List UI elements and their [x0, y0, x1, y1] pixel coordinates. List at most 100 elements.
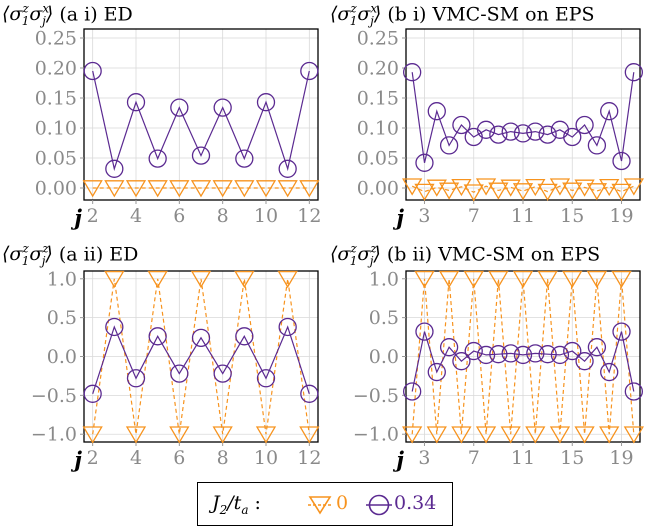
- x-tick-label: 3: [418, 205, 430, 227]
- data-point-triangle: [299, 426, 320, 444]
- x-axis-label: j: [70, 205, 82, 230]
- data-point-circle: [612, 322, 631, 341]
- data-point-triangle: [426, 426, 447, 444]
- data-point-triangle: [512, 183, 534, 201]
- data-point-triangle: [125, 180, 147, 198]
- data-point-triangle: [463, 184, 484, 202]
- x-axis-label: j: [392, 205, 404, 230]
- x-tick-label: 19: [609, 205, 633, 227]
- y-tick-label: 0.20: [357, 58, 399, 80]
- data-point-triangle: [190, 180, 212, 198]
- data-point-circle: [83, 61, 102, 81]
- data-point-triangle: [299, 180, 320, 198]
- panel-label-a-ii: (a ii) ED: [58, 243, 139, 266]
- data-point-circle: [587, 136, 607, 155]
- series-line-1: [411, 331, 635, 392]
- legend-box: J2/ta : 0 0.34: [197, 482, 453, 526]
- data-point-triangle: [277, 180, 298, 198]
- y-tick-label: −1.0: [31, 424, 77, 446]
- series-line-1: [92, 70, 310, 172]
- data-point-circle: [126, 93, 146, 112]
- y-tick-label: 0.00: [35, 178, 77, 200]
- data-point-triangle: [104, 270, 125, 289]
- data-point-circle: [278, 317, 297, 337]
- data-point-circle: [256, 93, 276, 112]
- x-tick-label: 12: [297, 447, 321, 469]
- data-point-circle: [501, 344, 520, 363]
- panel-0: 0.00 0.05 0.10 0.15 0.20 0.25 2 4 6 8 10 12 j: [35, 28, 322, 231]
- triangle-down-icon: [308, 496, 332, 515]
- data-point-circle: [452, 115, 471, 135]
- panel-label-b-ii: (b ii) VMC-SM on EPS: [386, 243, 601, 266]
- data-point-circle: [427, 102, 446, 121]
- data-point-triangle: [475, 178, 497, 196]
- y-tick-label: 0.10: [357, 118, 399, 140]
- y-tick-label: 0.20: [35, 58, 77, 80]
- y-tick-label: −1.0: [353, 424, 399, 446]
- x-tick-label: 12: [297, 205, 321, 227]
- data-point-circle: [489, 125, 508, 144]
- observable-label-xx: ⟨σz1σxj⟩: [330, 2, 382, 29]
- data-point-triangle: [512, 270, 534, 289]
- y-tick-label: 0.0: [369, 346, 399, 368]
- observable-label-zz: ⟨σz1σzj⟩: [330, 242, 381, 269]
- data-point-circle: [575, 352, 594, 371]
- x-tick-label: 19: [609, 447, 633, 469]
- x-tick-label: 2: [87, 205, 99, 227]
- x-tick-label: 7: [468, 447, 480, 469]
- data-point-triangle: [147, 270, 168, 289]
- x-axis-label: j: [392, 447, 404, 472]
- x-tick-label: 4: [130, 447, 142, 469]
- y-tick-label: 0.5: [47, 307, 77, 329]
- data-point-circle: [300, 61, 319, 81]
- data-point-triangle: [623, 178, 644, 196]
- panel-2: −1.0 −0.5 0.0 0.5 1.0 2 4 6 8 10 12 j: [31, 268, 322, 472]
- y-tick-label: −0.5: [353, 385, 399, 407]
- data-point-circle: [538, 125, 557, 144]
- data-point-circle: [415, 153, 434, 172]
- y-tick-label: 0.15: [357, 88, 399, 110]
- x-tick-label: 15: [560, 205, 584, 227]
- data-point-triangle: [525, 426, 546, 444]
- panel-title-b-i: ⟨σz1σxj⟩ (b i) VMC-SM on EPS: [330, 2, 595, 28]
- data-point-circle: [126, 369, 146, 388]
- data-point-triangle: [562, 270, 583, 289]
- data-point-triangle: [537, 183, 558, 201]
- x-axis-label: j: [70, 447, 82, 472]
- data-point-triangle: [104, 180, 125, 198]
- data-point-circle: [439, 136, 459, 155]
- panel-3: −1.0 −0.5 0.0 0.5 1.0 3 7 11 15 19 j: [353, 268, 644, 472]
- data-point-circle: [213, 364, 232, 383]
- y-tick-label: 1.0: [47, 268, 77, 290]
- data-point-circle: [513, 345, 533, 365]
- data-point-triangle: [169, 426, 190, 444]
- data-point-triangle: [234, 270, 255, 289]
- data-point-triangle: [82, 426, 103, 444]
- data-point-circle: [513, 124, 533, 143]
- panel-label-b-i: (b i) VMC-SM on EPS: [387, 3, 595, 26]
- data-point-triangle: [475, 426, 497, 444]
- data-point-triangle: [488, 182, 509, 200]
- data-point-triangle: [500, 179, 521, 197]
- data-point-triangle: [574, 179, 595, 197]
- x-tick-label: 10: [254, 447, 278, 469]
- data-point-triangle: [574, 426, 595, 444]
- data-point-circle: [563, 341, 582, 361]
- x-tick-label: 6: [173, 205, 185, 227]
- y-tick-label: 0.05: [357, 148, 399, 170]
- data-point-triangle: [599, 426, 620, 444]
- data-point-triangle: [255, 180, 277, 198]
- data-point-circle: [538, 345, 557, 364]
- data-point-circle: [415, 322, 434, 341]
- series-line-1: [92, 325, 310, 394]
- data-point-triangle: [438, 182, 460, 200]
- data-point-circle: [256, 369, 276, 388]
- legend-label-034: 0.34: [394, 492, 437, 514]
- data-point-triangle: [525, 178, 546, 197]
- data-point-triangle: [488, 270, 509, 289]
- data-point-triangle: [212, 180, 233, 198]
- x-tick-label: 7: [468, 205, 480, 227]
- data-point-triangle: [438, 270, 460, 289]
- data-point-triangle: [586, 183, 608, 201]
- data-point-circle: [170, 364, 189, 383]
